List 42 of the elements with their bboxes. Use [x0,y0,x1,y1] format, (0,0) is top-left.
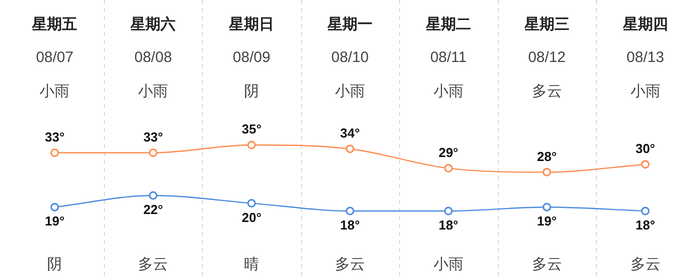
x-tick-label: 星期二 08/11 小雨 [424,16,471,100]
text: 多云 [335,256,365,274]
text: 多云 [138,256,168,274]
x-tick-label: 星期五 08/07 小雨 [31,16,78,100]
point [542,202,552,212]
point [641,160,650,169]
point [542,168,552,176]
x-tick-label: 星期四 08/13 小雨 [622,16,668,100]
text: 多云 [630,256,660,274]
data-label: 30° [635,140,656,156]
data-label: 19° [44,214,65,229]
point [148,148,158,158]
text: 多云 [532,256,562,274]
text: 小雨 [433,256,464,274]
point [247,198,256,208]
data-label: 33° [143,129,163,144]
point [346,206,354,216]
text: 阴 [47,256,62,274]
x-tick-label: 星期一 08/10 小雨 [326,16,372,100]
point [444,206,453,216]
point [247,140,256,150]
data-label: 20° [242,210,262,225]
data-label: 34° [340,125,360,140]
data-label: 33° [44,129,65,144]
point [50,148,59,158]
x-tick-label: 星期六 08/08 小雨 [130,15,176,100]
data-label: 22° [143,202,163,218]
data-label: 18° [635,218,656,233]
data-label: 35° [242,122,262,137]
point [444,164,453,173]
point [50,202,59,212]
data-label: 29° [438,144,458,160]
point [346,144,354,154]
data-label: 19° [537,214,557,229]
data-label: 18° [438,218,458,233]
point [148,191,158,200]
x-tick-label: 星期三 08/12 多云 [523,16,570,100]
data-label: 18° [340,218,360,233]
text: 晴 [244,256,260,274]
x-tick-label: 星期日 08/09 阴 [228,16,274,100]
point [641,206,650,216]
data-label: 28° [537,148,557,164]
